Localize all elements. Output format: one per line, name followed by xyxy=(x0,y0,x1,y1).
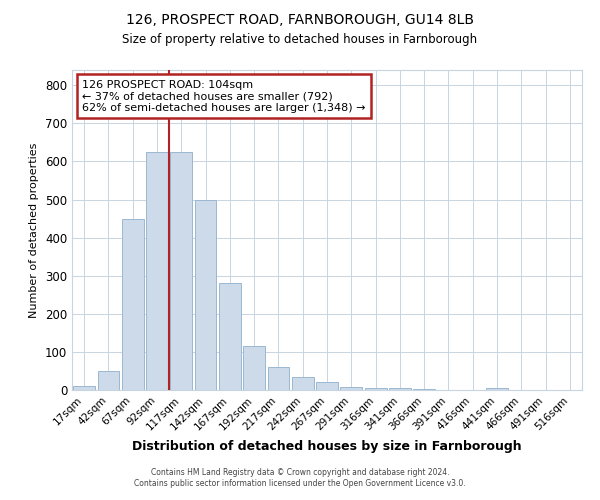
Bar xyxy=(122,218,143,390)
Bar xyxy=(316,382,338,390)
Text: 126, PROSPECT ROAD, FARNBOROUGH, GU14 8LB: 126, PROSPECT ROAD, FARNBOROUGH, GU14 8L… xyxy=(126,12,474,26)
Bar xyxy=(97,371,119,390)
Bar xyxy=(486,388,508,390)
Bar xyxy=(194,200,217,390)
Bar xyxy=(268,367,289,390)
Bar xyxy=(73,386,95,390)
Bar xyxy=(292,376,314,390)
Text: Contains HM Land Registry data © Crown copyright and database right 2024.
Contai: Contains HM Land Registry data © Crown c… xyxy=(134,468,466,487)
Bar xyxy=(365,388,386,390)
Bar xyxy=(340,387,362,390)
Bar xyxy=(389,388,411,390)
Bar xyxy=(243,346,265,390)
Bar xyxy=(170,152,192,390)
Bar xyxy=(219,284,241,390)
Bar xyxy=(413,389,435,390)
Bar xyxy=(146,152,168,390)
Text: Size of property relative to detached houses in Farnborough: Size of property relative to detached ho… xyxy=(122,32,478,46)
X-axis label: Distribution of detached houses by size in Farnborough: Distribution of detached houses by size … xyxy=(132,440,522,453)
Y-axis label: Number of detached properties: Number of detached properties xyxy=(29,142,40,318)
Text: 126 PROSPECT ROAD: 104sqm
← 37% of detached houses are smaller (792)
62% of semi: 126 PROSPECT ROAD: 104sqm ← 37% of detac… xyxy=(82,80,366,113)
